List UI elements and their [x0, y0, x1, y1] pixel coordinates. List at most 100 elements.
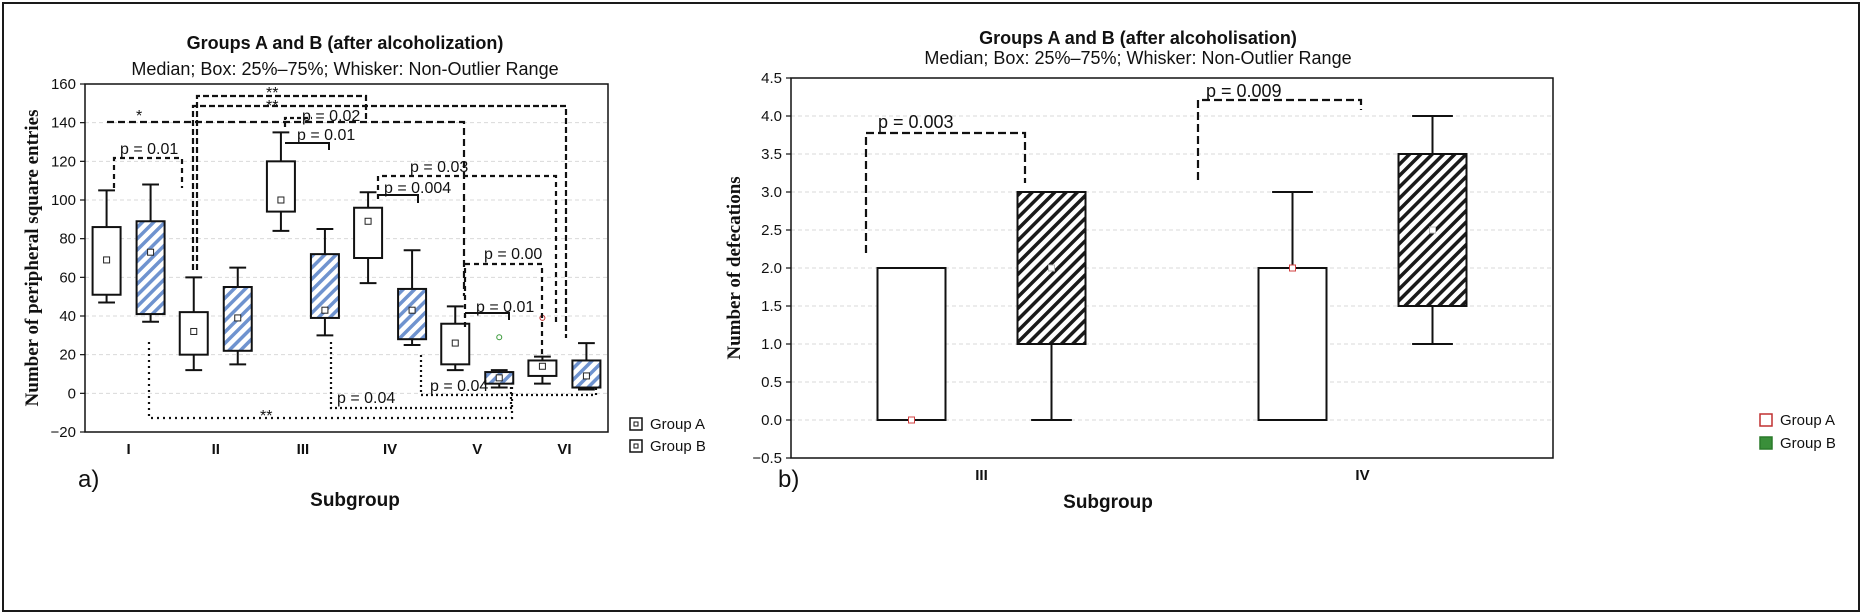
box-group-b-ii — [222, 266, 253, 366]
significance-bracket — [376, 174, 558, 322]
median-marker — [908, 416, 915, 424]
y-tick-label: −20 — [51, 424, 76, 441]
legend-label: Group A — [650, 416, 705, 433]
significance-label: ** — [266, 98, 278, 115]
median-marker — [1289, 264, 1296, 272]
significance-bracket — [107, 120, 466, 296]
box-group-a-ii — [178, 276, 209, 372]
y-tick-label: 40 — [59, 308, 76, 325]
outlier-point — [496, 334, 503, 341]
y-tick-label: −0.5 — [752, 450, 782, 467]
box-group-a-iv — [353, 191, 384, 285]
x-tick-label: IV — [1355, 467, 1369, 484]
median-marker — [1048, 264, 1055, 272]
chart-title: Groups A and B (after alcoholisation) — [979, 28, 1297, 48]
box-group-b-v — [484, 369, 515, 389]
median-marker — [495, 374, 503, 382]
x-tick-label: II — [212, 441, 220, 458]
significance-label: p = 0.004 — [384, 180, 451, 197]
y-tick-label: 0 — [68, 385, 76, 402]
plot-area — [84, 83, 609, 433]
legend-marker — [633, 443, 639, 449]
plot-area — [790, 77, 1554, 459]
significance-label: p = 0.02 — [302, 108, 360, 125]
box-iqr — [397, 287, 428, 341]
box-group-b-iv — [397, 249, 428, 346]
x-axis-label: Subgroup — [1063, 492, 1153, 513]
box-group-a-vi — [527, 355, 558, 385]
box-group-b-i — [135, 183, 166, 323]
y-tick-label: 140 — [51, 115, 76, 132]
significance-label: p = 0.01 — [120, 141, 178, 158]
legend-marker — [633, 421, 639, 427]
significance-bracket — [864, 131, 1027, 253]
box-group-b-iv — [1397, 115, 1468, 345]
legend-label: Group B — [1780, 435, 1836, 452]
y-axis-label: Number of defecations — [724, 176, 745, 359]
significance-bracket — [465, 312, 510, 320]
box-group-a-v — [440, 305, 471, 372]
significance-label: p = 0.01 — [297, 127, 355, 144]
significance-label: p = 0.01 — [476, 299, 534, 316]
significance-label: ** — [266, 85, 278, 102]
y-tick-label: 1.0 — [761, 336, 782, 353]
median-marker — [190, 327, 198, 335]
box-iqr — [265, 160, 296, 213]
significance-bracket — [463, 262, 544, 357]
panel-label: a) — [78, 466, 99, 493]
y-tick-label: 0.0 — [761, 412, 782, 429]
significance-label: * — [136, 108, 142, 125]
box-group-a-i — [91, 189, 122, 304]
box-group-b-iii — [309, 228, 340, 337]
chart-title: Groups A and B (after alcoholization) — [187, 33, 504, 53]
y-tick-label: 2.0 — [761, 260, 782, 277]
y-tick-label: 3.0 — [761, 184, 782, 201]
significance-label: p = 0.04 — [430, 378, 488, 395]
y-tick-label: 160 — [51, 76, 76, 93]
legend-label: Group B — [650, 438, 706, 455]
x-tick-label: I — [126, 441, 130, 458]
x-axis-label: Subgroup — [310, 490, 400, 511]
y-tick-label: 60 — [59, 269, 76, 286]
significance-bracket — [195, 94, 368, 270]
significance-bracket — [191, 104, 568, 338]
median-marker — [1429, 226, 1436, 234]
box-group-a-iii — [265, 131, 296, 232]
chart-subtitle: Median; Box: 25%–75%; Whisker: Non-Outli… — [131, 59, 558, 79]
significance-bracket — [285, 142, 330, 150]
median-marker — [364, 217, 372, 225]
significance-bracket — [378, 194, 419, 203]
significance-label: p = 0.009 — [1206, 81, 1282, 101]
median-marker — [582, 372, 590, 380]
significance-label: p = 0.04 — [337, 390, 395, 407]
x-tick-label: V — [472, 441, 482, 458]
median-marker — [538, 362, 546, 370]
x-tick-label: III — [975, 467, 988, 484]
significance-bracket — [419, 355, 598, 397]
y-tick-label: 4.5 — [761, 70, 782, 87]
box-iqr — [353, 206, 384, 260]
median-marker — [451, 339, 459, 347]
y-tick-label: 0.5 — [761, 374, 782, 391]
significance-label: ** — [260, 408, 272, 425]
box-group-b-iii — [1016, 191, 1087, 421]
legend-label: Group A — [1780, 412, 1835, 429]
y-tick-label: 2.5 — [761, 222, 782, 239]
significance-bracket — [1196, 98, 1363, 180]
box-iqr — [1257, 267, 1328, 421]
median-marker — [321, 306, 329, 314]
significance-bracket — [112, 156, 184, 188]
significance-label: p = 0.003 — [878, 112, 954, 132]
box-group-a-iv — [1257, 191, 1328, 421]
y-tick-label: 4.0 — [761, 108, 782, 125]
box-group-b-vi — [571, 342, 602, 391]
significance-label: p = 0.03 — [410, 159, 468, 176]
y-tick-label: 3.5 — [761, 146, 782, 163]
legend-swatch — [1759, 413, 1773, 427]
x-tick-label: IV — [383, 441, 397, 458]
y-tick-label: 80 — [59, 231, 76, 248]
significance-bracket — [329, 342, 513, 410]
box-iqr — [135, 220, 166, 316]
